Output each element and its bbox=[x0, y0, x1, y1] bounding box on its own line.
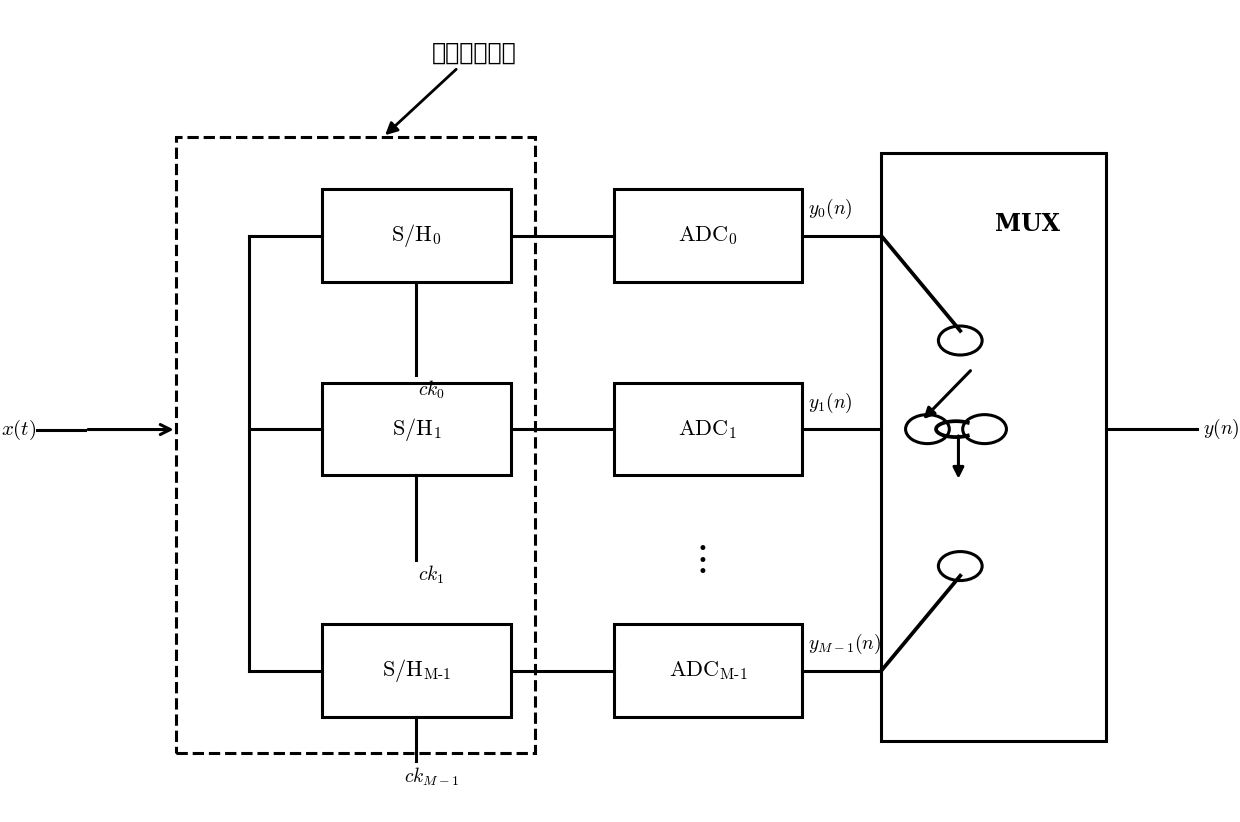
Text: $\rm S/H_1$: $\rm S/H_1$ bbox=[392, 416, 441, 442]
Text: $\vdots$: $\vdots$ bbox=[692, 539, 707, 576]
Text: $\rm ADC_0$: $\rm ADC_0$ bbox=[678, 224, 738, 247]
Text: MUX: MUX bbox=[994, 212, 1060, 236]
Bar bbox=[176, 137, 534, 753]
Text: $\rm S/H_{M\text{-}1}$: $\rm S/H_{M\text{-}1}$ bbox=[382, 658, 451, 684]
Text: $ck_0$: $ck_0$ bbox=[418, 379, 444, 401]
Text: $ck_{M-1}$: $ck_{M-1}$ bbox=[403, 765, 459, 787]
Bar bbox=[614, 190, 802, 282]
Text: $ck_1$: $ck_1$ bbox=[418, 564, 444, 586]
Text: $y_1(n)$: $y_1(n)$ bbox=[808, 390, 853, 414]
Bar bbox=[322, 625, 511, 717]
Bar bbox=[322, 190, 511, 282]
Text: $\rm S/H_0$: $\rm S/H_0$ bbox=[392, 222, 441, 249]
Bar bbox=[614, 625, 802, 717]
Text: $y_0(n)$: $y_0(n)$ bbox=[808, 197, 853, 221]
Text: $y(n)$: $y(n)$ bbox=[1203, 417, 1240, 441]
Text: $x(t)$: $x(t)$ bbox=[1, 418, 37, 441]
Text: $\rm ADC_{M\text{-}1}$: $\rm ADC_{M\text{-}1}$ bbox=[668, 659, 748, 682]
Bar bbox=[322, 383, 511, 475]
Bar bbox=[882, 153, 1106, 741]
Text: 时钒产生电路: 时钒产生电路 bbox=[387, 40, 517, 133]
Bar bbox=[614, 383, 802, 475]
Text: $\rm ADC_1$: $\rm ADC_1$ bbox=[678, 418, 738, 441]
Text: $y_{M-1}(n)$: $y_{M-1}(n)$ bbox=[808, 632, 882, 656]
